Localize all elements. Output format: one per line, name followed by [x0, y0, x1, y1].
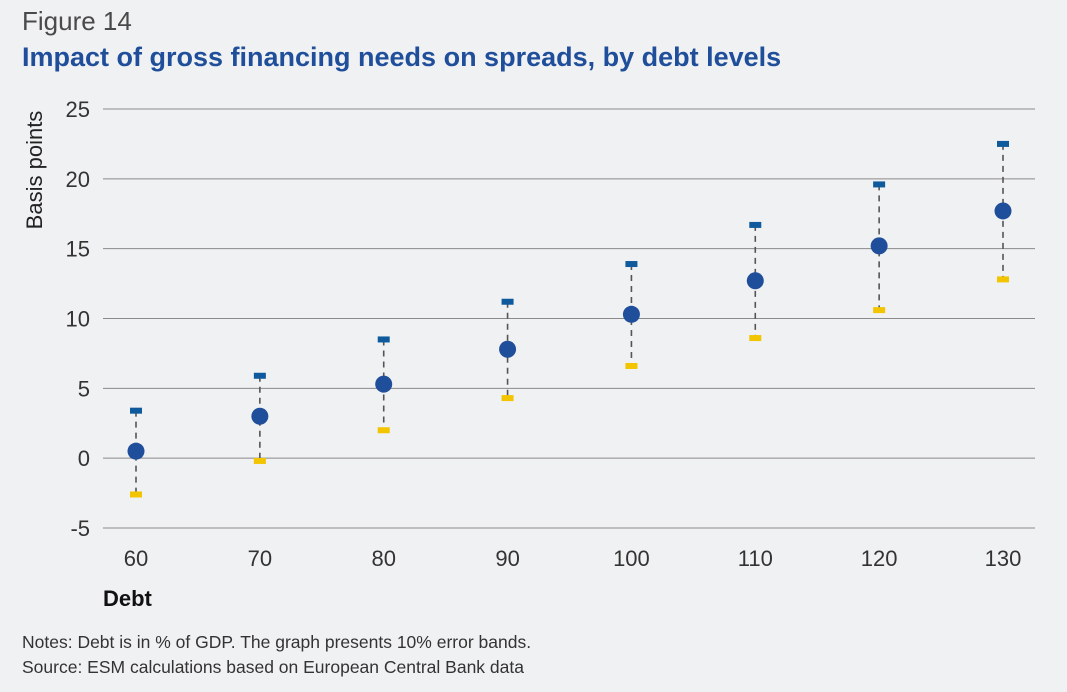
lower-band-marker [625, 362, 638, 369]
x-tick-label: 110 [738, 546, 773, 571]
x-tick-label: 70 [248, 546, 272, 571]
grid-layer [103, 108, 1035, 529]
y-tick-label: 15 [66, 237, 90, 262]
lower-band-marker [377, 427, 390, 434]
x-tick-label: 90 [495, 546, 519, 571]
upper-band-marker [377, 336, 390, 343]
x-tick-label: 80 [371, 546, 395, 571]
x-tick-labels: 60 70 80 90 100 110 120 130 [124, 546, 1022, 571]
data-point [870, 237, 888, 255]
upper-band-marker [253, 372, 266, 379]
x-tick-label: 130 [985, 546, 1022, 571]
y-tick-label: 25 [66, 97, 90, 122]
lower-band-marker [501, 395, 514, 402]
y-tick-labels: -5 0 5 10 15 20 25 [66, 97, 90, 541]
y-tick-label: 0 [78, 446, 90, 471]
y-tick-label: 5 [78, 376, 90, 401]
upper-band-marker [997, 140, 1009, 147]
source-text: Source: ESM calculations based on Europe… [22, 657, 524, 677]
lower-band-marker [749, 335, 762, 342]
chart-area: -5 0 5 10 15 20 25 60 70 80 90 100 110 120 130 Basis … [22, 97, 1035, 611]
lower-band-marker [997, 276, 1009, 283]
notes-text: Notes: Debt is in % of GDP. The graph pr… [22, 632, 532, 652]
x-tick-label: 120 [861, 546, 898, 571]
data-point [746, 272, 764, 290]
x-axis-label: Debt [103, 586, 153, 611]
x-tick-label: 60 [124, 546, 148, 571]
lower-band-marker [130, 491, 142, 498]
y-tick-label: 10 [66, 307, 90, 332]
y-axis-label: Basis points [22, 111, 47, 230]
notes-block: Notes: Debt is in % of GDP. The graph pr… [22, 630, 531, 680]
upper-band-marker [501, 298, 514, 305]
data-point [251, 407, 269, 425]
data-point [622, 305, 640, 323]
data-point [375, 375, 393, 393]
upper-band-marker [130, 407, 142, 414]
data-point [127, 442, 145, 460]
data-points [127, 202, 1012, 460]
upper-band-marker [749, 221, 762, 228]
upper-band-marker [873, 181, 886, 188]
lower-band-marker [253, 457, 266, 464]
data-point [499, 340, 517, 358]
y-tick-label: 20 [66, 167, 90, 192]
data-point [994, 202, 1012, 220]
x-tick-label: 100 [613, 546, 650, 571]
lower-band-marker [873, 307, 886, 314]
error-bands [130, 140, 1009, 498]
chart-title: Impact of gross financing needs on sprea… [22, 42, 782, 72]
figure-label: Figure 14 [22, 6, 132, 36]
y-tick-label: -5 [70, 516, 90, 541]
upper-band-marker [625, 261, 638, 268]
